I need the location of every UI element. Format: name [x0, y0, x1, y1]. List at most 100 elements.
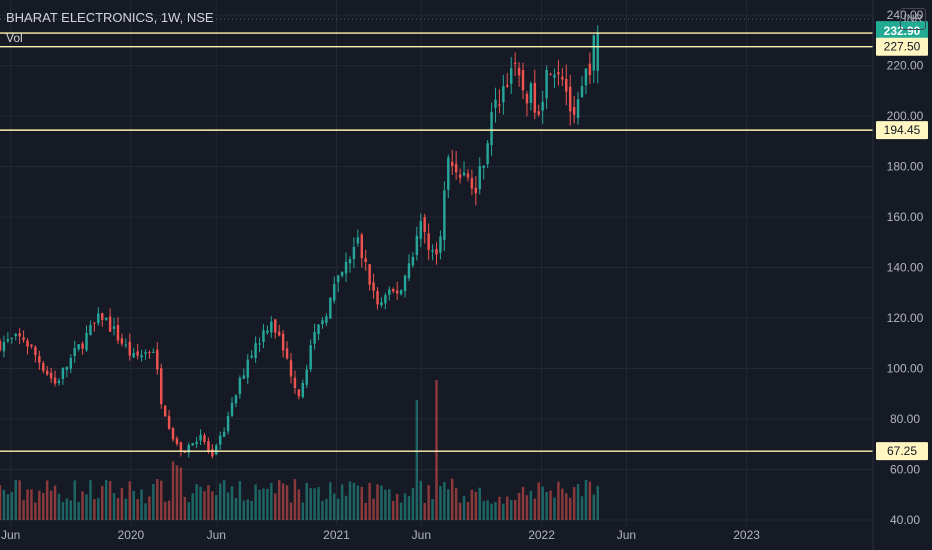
volume-bar: [447, 489, 450, 520]
candle-body: [364, 258, 367, 262]
volume-bar: [565, 493, 568, 520]
candle-body: [309, 345, 312, 370]
candle-body: [411, 256, 415, 266]
candle-body: [399, 290, 403, 295]
volume-bar: [431, 499, 434, 520]
y-tick-label: 200.00: [887, 109, 924, 123]
volume-bar: [230, 486, 234, 520]
candle-body: [187, 444, 190, 453]
candle-body: [509, 68, 513, 84]
candle-body: [297, 389, 301, 397]
candle-body: [348, 259, 352, 264]
volume-bar: [26, 489, 29, 520]
time-axis[interactable]: Jun 2020 Jun 2021 Jun 2022 Jun 2023: [1, 528, 760, 542]
candle-body: [580, 85, 584, 98]
volume-bar: [352, 482, 356, 520]
candle-body: [392, 288, 395, 292]
candle-body: [576, 99, 580, 119]
candle-body: [281, 333, 285, 351]
candle-body: [116, 325, 120, 341]
y-tick-label: 160.00: [887, 210, 924, 224]
candle-body: [498, 104, 501, 106]
volume-bar: [392, 500, 395, 520]
volume-bar: [439, 486, 442, 520]
candle-body: [218, 435, 222, 445]
candle-body: [18, 333, 21, 337]
candle-body: [38, 355, 41, 363]
volume-bar: [498, 496, 501, 520]
volume-bar: [423, 503, 426, 520]
candle-body: [293, 377, 297, 388]
price-axis[interactable]: 40.00 60.00 80.00 100.00 120.00 140.00 160.00 1…: [887, 8, 924, 527]
volume-bar: [152, 483, 155, 520]
volume-bar: [97, 498, 100, 520]
volume-bar: [458, 502, 462, 520]
volume-bar: [18, 480, 21, 520]
x-tick-label: Jun: [617, 528, 636, 542]
candle-body: [132, 352, 135, 358]
y-tick-label: 40.00: [890, 513, 920, 527]
volume-indicator-label[interactable]: Vol: [6, 31, 23, 45]
volume-bar: [270, 482, 273, 520]
volume-bar: [596, 485, 599, 520]
volume-bar: [494, 502, 497, 520]
candle-body: [368, 264, 371, 285]
x-tick-label: Jun: [207, 528, 226, 542]
volume-bar: [89, 480, 92, 520]
volume-bar: [364, 502, 367, 520]
candle-body: [207, 441, 210, 451]
candle-body: [124, 344, 128, 346]
volume-bar: [42, 492, 45, 520]
candle-body: [254, 343, 257, 359]
candle-body: [321, 320, 324, 325]
candle-body: [565, 78, 568, 92]
candle-body: [222, 431, 226, 437]
volume-bar: [215, 495, 218, 520]
level-label-bg: [876, 37, 928, 56]
currency-badge[interactable]: INR: [900, 8, 926, 30]
volume-bar: [427, 485, 430, 520]
volume-bar: [211, 491, 214, 520]
candle-body: [356, 237, 360, 244]
candle-body: [73, 348, 76, 356]
candle-body: [49, 372, 53, 379]
volume-bar: [525, 495, 529, 520]
volume-bar: [360, 486, 364, 520]
candle-body: [108, 316, 112, 332]
volume-bar: [517, 493, 521, 520]
volume-bar: [183, 496, 187, 520]
volume-bar: [124, 498, 128, 520]
x-tick-label: 2022: [528, 528, 555, 542]
volume-bar: [222, 480, 226, 520]
volume-bar: [148, 496, 151, 520]
candle-body: [340, 271, 344, 276]
volume-bar: [470, 489, 474, 520]
volume-bar: [348, 481, 352, 520]
volume-bar: [478, 487, 481, 520]
volume-bar: [572, 487, 576, 520]
volume-bar: [395, 493, 399, 520]
volume-bar: [297, 489, 301, 520]
x-tick-label: 2023: [733, 528, 760, 542]
volume-bars: [0, 380, 599, 520]
candle-body: [344, 261, 348, 274]
candle-body: [211, 449, 214, 457]
volume-bar: [34, 502, 37, 520]
y-tick-label: 80.00: [890, 412, 920, 426]
volume-bar: [85, 494, 88, 520]
volume-bar: [277, 480, 281, 520]
volume-bar: [57, 493, 61, 520]
candlesticks[interactable]: [0, 25, 599, 459]
volume-bar: [69, 500, 73, 520]
volume-bar: [144, 503, 147, 520]
candle-body: [101, 313, 104, 320]
volume-bar: [443, 482, 446, 520]
horizontal-levels[interactable]: [0, 18, 873, 452]
candle-body: [474, 187, 478, 194]
symbol-title[interactable]: BHARAT ELECTRONICS, 1W, NSE: [6, 10, 214, 25]
candle-body: [53, 377, 57, 384]
volume-bar: [199, 486, 202, 520]
volume-bar: [0, 485, 2, 520]
candle-body: [238, 377, 242, 395]
